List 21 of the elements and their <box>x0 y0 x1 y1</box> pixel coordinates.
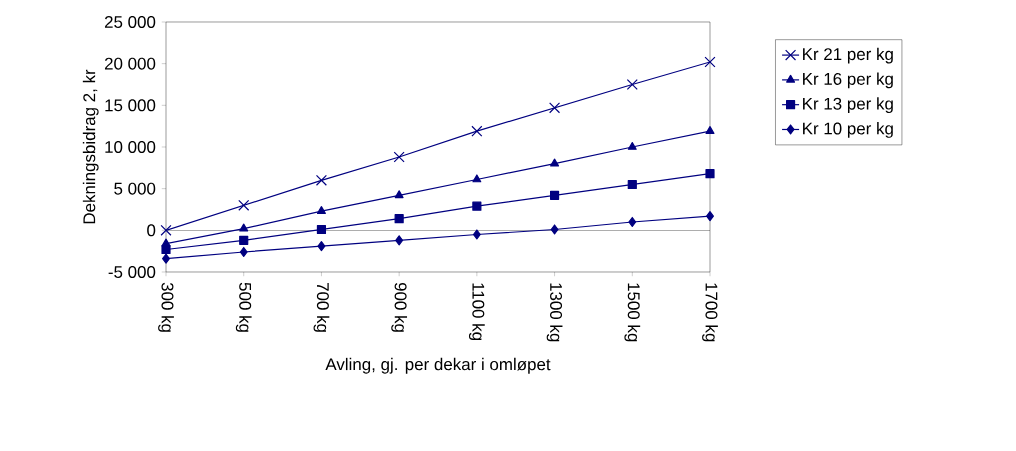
legend-label: Kr 10 per kg <box>803 122 893 138</box>
x-tick-label: 1500 kg <box>624 283 641 342</box>
y-tick-label: 20 000 <box>104 57 156 70</box>
y-tick-label: 25 000 <box>104 15 156 28</box>
x-tick-label: 900 kg <box>391 282 408 332</box>
y-axis-title: Dekningsbidrag 2, kr <box>82 69 99 224</box>
legend-label: Kr 13 per kg <box>803 97 893 114</box>
x-tick-label: 500 kg <box>235 282 252 332</box>
x-tick-label: 1300 kg <box>546 283 563 342</box>
x-axis-title: Avling, gj. per dekar i omløpet <box>325 357 551 374</box>
x-tick-label: 1700 kg <box>702 283 718 342</box>
y-tick-label: 5 000 <box>114 182 156 195</box>
y-tick-label: 10 000 <box>105 140 156 153</box>
x-tick-label: 1100 kg <box>468 283 485 340</box>
y-tick-label: -5 000 <box>108 265 156 278</box>
legend-label: Kr 21 per kg <box>803 47 893 64</box>
y-tick-label: 0 <box>147 224 156 237</box>
legend-label: Kr 16 per kg <box>803 72 893 89</box>
y-tick-label: 15 000 <box>105 99 156 112</box>
x-tick-label: 300 kg <box>158 282 174 332</box>
x-tick-label: 700 kg <box>313 282 330 332</box>
